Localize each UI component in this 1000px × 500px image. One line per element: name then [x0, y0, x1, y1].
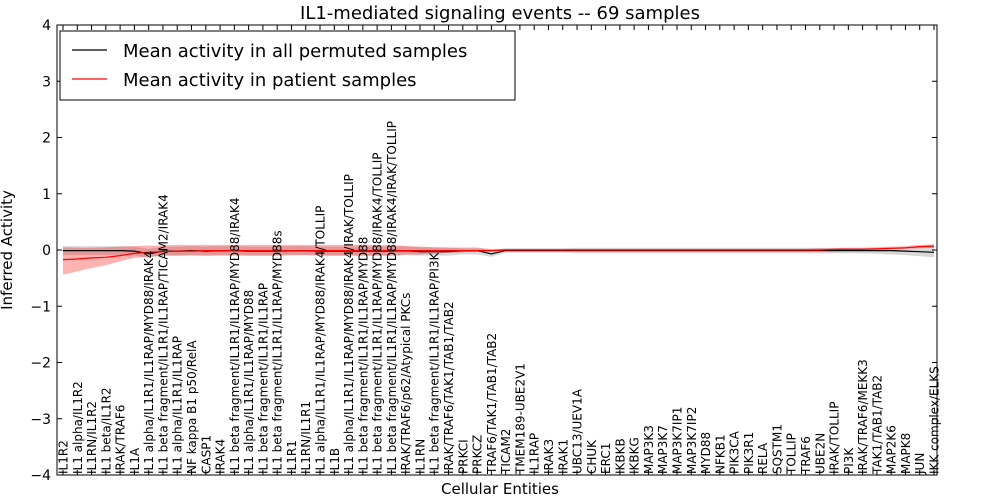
x-tick-label: PIK3R1 [742, 432, 756, 474]
x-axis: IL1R2 IL1 alpha/IL1R2 IL1RN/IL1R2 IL1 beta/… [57, 25, 942, 475]
x-tick-label: IL1 beta/IL1R2 [99, 387, 113, 474]
y-tick-label: 2 [42, 131, 51, 147]
x-tick-label: TMEM189-UBE2V1 [513, 363, 527, 475]
x-tick-label: IL1 beta fragment/IL1R1/IL1RAP/PI3K [428, 251, 442, 474]
x-tick-label: IKBKG [628, 437, 642, 474]
x-tick-label: UBE2N [813, 433, 827, 474]
x-tick-label: IRAK4 [214, 439, 228, 474]
x-tick-label: IL1B [328, 448, 342, 474]
x-tick-label: MAP3K7IP1 [671, 407, 685, 474]
x-tick-label: UBC13/UEV1A [571, 388, 585, 474]
x-tick-label: SQSTM1 [770, 424, 784, 474]
x-tick-label: IL1 alpha/IL1R1/IL1RAP/MYD88/IRAK4/IRAK/… [342, 174, 356, 474]
x-tick-label: TRAF6/TAK1/TAB1/TAB2 [485, 333, 499, 475]
x-tick-label: IL1 beta fragment/IL1R1/IL1RAP/TICAM2/IR… [157, 194, 171, 474]
legend-label-permuted: Mean activity in all permuted samples [123, 41, 467, 62]
x-tick-label: IL1 beta fragment/IL1R1/IL1RAP/MYD88/IRA… [371, 153, 385, 474]
y-tick-label: −2 [30, 356, 51, 372]
x-tick-label: CHUK [585, 439, 599, 474]
y-tick-label: −1 [30, 299, 51, 315]
x-tick-label: MAP2K6 [885, 425, 899, 474]
x-tick-label: PI3K [842, 447, 856, 474]
series-line-1 [62, 245, 935, 261]
x-tick-label: IRAK/TOLLIP [828, 402, 842, 474]
x-tick-label: IL1 beta fragment/IL1R1/IL1RAP/MYD88s [271, 230, 285, 474]
x-tick-label: JUN [913, 453, 927, 475]
y-tick-label: 3 [42, 74, 51, 90]
x-tick-label: PRKCZ [471, 435, 485, 474]
y-tick-label: 1 [42, 187, 51, 203]
x-tick-label: IKK complex/ELKS [928, 366, 942, 474]
x-tick-label: ERC1 [599, 443, 613, 474]
x-tick-label: MAP3K3 [642, 425, 656, 474]
chart-title: IL1-mediated signaling events -- 69 samp… [300, 3, 700, 24]
x-tick-label: IL1 beta fragment/IL1R1/IL1RAP/MYD88/IRA… [228, 197, 242, 474]
x-tick-label: IRAK/TRAF6/TAK1/TAB1/TAB2 [442, 301, 456, 474]
x-tick-label: IL1 beta fragment/IL1R1/IL1RAP [256, 283, 270, 474]
x-tick-label: IL1RN [414, 439, 428, 474]
x-tick-label: IL1 alpha/IL1R1/IL1RAP/MYD88 [242, 290, 256, 474]
x-tick-label: TAK1/TAB1/TAB2 [870, 375, 884, 475]
y-tick-label: 4 [42, 18, 51, 34]
x-tick-label: IL1RN/IL1R2 [85, 401, 99, 474]
x-tick-label: MAP3K7 [656, 425, 670, 474]
x-tick-label: IRAK/TRAF6/MEKK3 [856, 359, 870, 474]
series-band-1 [63, 244, 934, 275]
x-tick-label: IRAK/TRAF6 [114, 405, 128, 474]
x-tick-label: CASP1 [199, 435, 213, 474]
y-tick-label: −3 [30, 412, 51, 428]
x-tick-label: IL1 alpha/IL1R2 [71, 381, 85, 474]
x-tick-label: IL1A [128, 447, 142, 474]
y-tick-label: 0 [42, 243, 51, 259]
x-tick-label: IKBKB [613, 438, 627, 474]
x-tick-label: IRAK/TRAF6/p62/Atypical PKCs [399, 293, 413, 474]
x-tick-label: IL1R1 [285, 440, 299, 474]
x-tick-label: MAPK8 [899, 433, 913, 474]
y-tick-label: −4 [30, 468, 51, 484]
x-tick-label: PIK3CA [728, 430, 742, 474]
y-axis: −4 −3 −2 −1 0 1 2 3 4 [30, 18, 937, 484]
legend: Mean activity in all permuted samples Me… [59, 30, 516, 101]
x-axis-label: Cellular Entities [441, 480, 559, 498]
x-tick-label: TICAM2 [499, 429, 513, 475]
x-tick-label: IRAK1 [556, 439, 570, 474]
x-tick-label: IL1 beta fragment/IL1R1/IL1RAP/MYD88/IRA… [385, 121, 399, 474]
x-tick-label: MYD88 [699, 432, 713, 474]
legend-box [59, 30, 516, 101]
series-lines [62, 245, 935, 261]
x-tick-label: IRAK3 [542, 439, 556, 474]
x-tick-label: NF kappa B1 p50/RelA [185, 340, 199, 474]
x-tick-label: RELA [756, 442, 770, 474]
x-tick-label: IL1 beta fragment/IL1R1/IL1RAP/MYD88 [356, 237, 370, 474]
x-tick-label: TOLLIP [785, 433, 799, 475]
x-tick-label: IL1 alpha/IL1R1/IL1RAP/MYD88/IRAK4 [142, 251, 156, 474]
x-tick-label: NFKB1 [713, 434, 727, 474]
x-tick-label: IL1RAP [528, 433, 542, 474]
legend-label-patient: Mean activity in patient samples [123, 70, 417, 91]
x-tick-label: IL1 alpha/IL1R1/IL1RAP [171, 336, 185, 474]
y-axis-label: Inferred Activity [0, 190, 16, 310]
x-tick-label: IL1RN/IL1R1 [299, 401, 313, 474]
x-tick-label: TRAF6 [799, 436, 813, 475]
x-tick-label: PRKCI [456, 439, 470, 474]
x-tick-label: IL1R2 [57, 440, 71, 474]
x-tick-label: MAP3K7IP2 [685, 407, 699, 474]
x-tick-label: IL1 alpha/IL1R1/IL1RAP/MYD88/IRAK4/TOLLI… [314, 206, 328, 474]
